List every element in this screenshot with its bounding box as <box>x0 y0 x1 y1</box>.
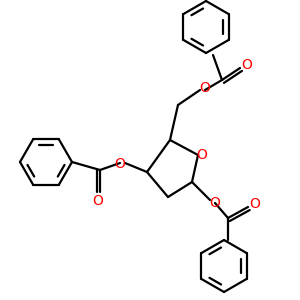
Text: O: O <box>93 194 104 208</box>
Text: O: O <box>200 81 210 95</box>
Text: O: O <box>196 148 207 162</box>
Text: O: O <box>210 196 220 210</box>
Text: O: O <box>250 197 260 211</box>
Text: O: O <box>115 157 125 171</box>
Text: O: O <box>242 58 252 72</box>
